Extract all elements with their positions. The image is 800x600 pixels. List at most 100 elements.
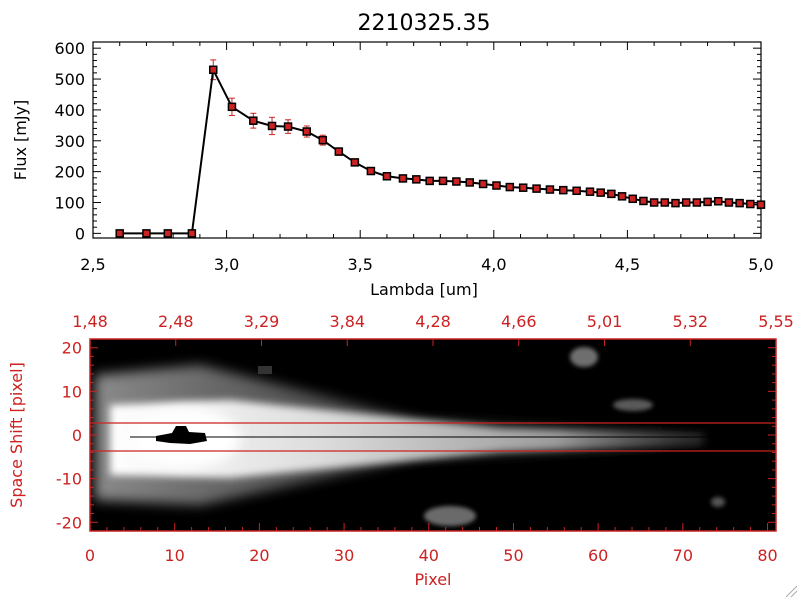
spectrum-plot-frame [92, 41, 762, 239]
data-point [438, 176, 448, 186]
data-point [532, 184, 541, 193]
data-point [628, 194, 637, 204]
data-point [302, 127, 312, 136]
spectrum-y-tick-label: 0 [75, 224, 85, 243]
data-point [452, 177, 461, 186]
data-point [585, 187, 595, 196]
image-y-tick-label: 0 [72, 426, 82, 445]
data-point [425, 176, 434, 186]
data-point [492, 181, 501, 190]
image-y-tick-label: -20 [56, 513, 82, 532]
data-point [249, 116, 258, 125]
image-x-tick-label: 30 [334, 546, 354, 565]
image-x-tick-label: 50 [503, 546, 523, 565]
data-point [703, 197, 712, 207]
spectrum-x-tick-label: 5,0 [748, 255, 773, 274]
image-top-tick-label: 3,29 [244, 312, 280, 331]
data-point [478, 179, 488, 189]
data-point [267, 121, 277, 131]
image-x-tick-label: 60 [588, 546, 608, 565]
spectrum-y-tick-label: 500 [54, 70, 85, 89]
data-point [398, 174, 408, 183]
blob-speck [258, 366, 272, 374]
blob-upper-right [570, 347, 598, 367]
data-point [617, 192, 627, 201]
spectral-image: 0 10 20 30 40 50 60 70 80 1,48 2,48 3,29 3,84 4,28 4,… [56, 312, 794, 565]
data-point [746, 199, 755, 209]
data-point [227, 102, 237, 112]
blob-small-right [711, 497, 725, 507]
data-point [350, 158, 360, 167]
image-x-ticks: 0 10 20 30 40 50 60 70 80 [85, 523, 778, 565]
image-x-tick-label: 10 [165, 546, 185, 565]
spectrum-y-label: Flux [mJy] [11, 100, 30, 181]
image-y-tick-label: 10 [62, 382, 82, 401]
data-point [713, 197, 723, 206]
image-top-tick-label: 5,55 [758, 312, 794, 331]
image-top-tick-label: 4,66 [501, 312, 537, 331]
blob-mid-right [613, 399, 653, 411]
resize-grip[interactable] [785, 585, 798, 598]
image-top-ticks: 1,48 2,48 3,29 3,84 4,28 4,66 5,01 5,32 5,55 [72, 312, 794, 346]
chart-title: 2210325.35 [358, 11, 491, 36]
spectrum-y-ticks: 0 100 200 300 400 500 600 [54, 39, 761, 243]
trace-body [110, 400, 705, 478]
image-x-tick-label: 40 [419, 546, 439, 565]
spectrum-x-tick-label: 4,5 [615, 255, 640, 274]
spectrum-x-tick-label: 3,0 [214, 255, 239, 274]
image-y-label: Space Shift [pixel] [7, 362, 26, 508]
data-point [724, 198, 734, 207]
data-point [283, 122, 293, 131]
image-x-tick-label: 0 [85, 546, 95, 565]
data-point [692, 198, 702, 207]
data-point [382, 172, 392, 181]
data-point [660, 198, 670, 207]
data-point [639, 196, 648, 206]
image-top-tick-label: 2,48 [158, 312, 194, 331]
data-point [142, 229, 151, 238]
data-point [545, 185, 555, 194]
image-content [90, 347, 776, 526]
data-point [412, 175, 421, 184]
image-top-tick-label: 5,01 [587, 312, 623, 331]
spectrum-y-tick-label: 300 [54, 132, 85, 151]
data-point [518, 183, 528, 192]
spectrum-plot: 2,5 3,0 3,5 4,0 4,5 5,0 0 100 200 300 400 500 600 [54, 39, 773, 274]
data-point [318, 135, 328, 145]
image-y-tick-label: 20 [62, 339, 82, 358]
spectrum-y-tick-label: 100 [54, 194, 85, 213]
data-point [334, 147, 344, 156]
data-point [115, 229, 124, 238]
image-top-tick-label: 4,28 [415, 312, 451, 331]
image-top-tick-label: 5,32 [672, 312, 708, 331]
image-top-tick-label: 1,48 [72, 312, 108, 331]
data-point [607, 189, 616, 199]
data-point [649, 198, 659, 207]
data-point [596, 188, 605, 197]
image-x-tick-label: 20 [249, 546, 269, 565]
spectrum-x-tick-label: 2,5 [80, 255, 105, 274]
spectrum-x-label: Lambda [um] [370, 280, 478, 299]
data-point [465, 178, 475, 187]
data-point [735, 198, 744, 208]
data-point [671, 198, 680, 208]
data-point [163, 229, 173, 238]
spectrum-line [119, 66, 762, 235]
data-point [572, 186, 581, 196]
blob-bottom [424, 506, 476, 526]
image-x-label: Pixel [414, 570, 451, 589]
data-point [208, 65, 218, 75]
data-point [756, 200, 766, 209]
data-point [366, 166, 376, 176]
image-x-tick-label: 70 [673, 546, 693, 565]
image-top-tick-label: 3,84 [329, 312, 365, 331]
spectrum-y-tick-label: 200 [54, 163, 85, 182]
data-point [505, 182, 515, 192]
spectrum-y-tick-label: 400 [54, 101, 85, 120]
data-point [681, 198, 691, 207]
spectrum-y-tick-label: 600 [54, 39, 85, 58]
spectrum-x-tick-label: 3,5 [347, 255, 372, 274]
data-point [559, 185, 568, 195]
spectrum-x-ticks: 2,5 3,0 3,5 4,0 4,5 5,0 [80, 42, 774, 274]
